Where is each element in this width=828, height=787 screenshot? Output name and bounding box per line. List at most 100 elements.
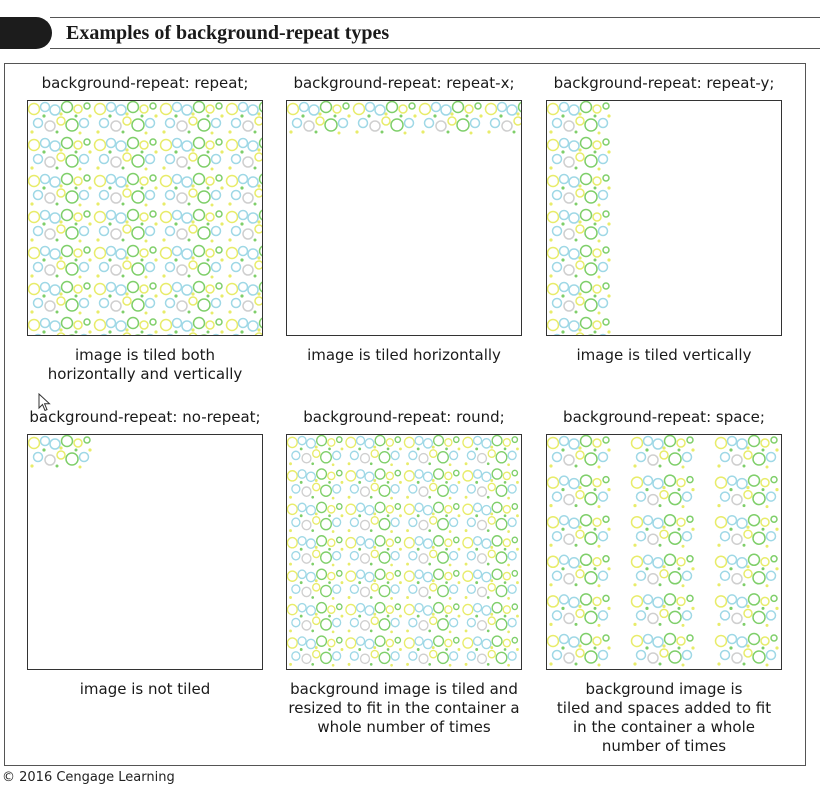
bubble (197, 118, 211, 132)
bubble (386, 514, 390, 518)
bubble (28, 246, 41, 260)
bubble (374, 468, 386, 480)
bubble (499, 114, 503, 118)
bubble (378, 651, 391, 665)
bubble (257, 256, 261, 260)
bubble (597, 117, 609, 129)
bubble (370, 449, 379, 458)
bubble (464, 495, 468, 499)
bubble (328, 480, 331, 484)
bubble (59, 220, 63, 224)
bubble (257, 184, 261, 188)
bubble (775, 646, 779, 650)
bubble (253, 238, 257, 242)
bubble (331, 597, 335, 600)
bubble (289, 529, 292, 533)
bubble (511, 603, 519, 611)
bubble-tile (630, 435, 695, 469)
bubble (445, 581, 448, 585)
bubble (403, 117, 415, 129)
bubble (726, 554, 738, 566)
bubble (206, 294, 210, 298)
bubble (668, 491, 682, 506)
bubble (663, 553, 677, 567)
bubble (305, 538, 317, 549)
bubble (475, 447, 479, 451)
bubble (568, 176, 580, 188)
bubble (42, 222, 46, 226)
bubble (516, 447, 519, 451)
bubble (74, 186, 78, 190)
bubble (131, 190, 145, 204)
bubble (770, 515, 778, 523)
bubble (154, 186, 158, 190)
bubble (139, 212, 149, 222)
bubble (357, 117, 369, 129)
bubble (681, 465, 685, 469)
bubble (406, 529, 409, 533)
bubble (418, 452, 429, 464)
bubble (652, 596, 664, 609)
bubble (452, 603, 460, 611)
bubble-tile (93, 101, 158, 135)
bubble (55, 166, 59, 170)
bubble (139, 140, 149, 150)
bubble (489, 117, 501, 129)
bubble (511, 636, 519, 644)
bubble (502, 638, 512, 648)
bubble (369, 562, 373, 566)
bubble (691, 646, 695, 650)
bubble (561, 222, 565, 226)
bubble (197, 190, 211, 204)
bubble (378, 517, 391, 531)
bubble (312, 449, 321, 458)
bubble (369, 596, 373, 599)
bubble (373, 579, 377, 583)
bubble (491, 535, 503, 547)
bubble (444, 638, 453, 648)
bubble (187, 274, 191, 278)
bubble (464, 462, 468, 466)
bubble (358, 447, 362, 451)
bubble (414, 535, 424, 546)
bubble (681, 623, 685, 627)
example-caption: image is not tiled (79, 680, 211, 698)
bubble (291, 117, 303, 129)
bubble (345, 570, 357, 582)
bubble (659, 529, 669, 539)
bubble (96, 202, 100, 206)
bubble (602, 515, 610, 523)
bubble (642, 475, 654, 486)
bubble (373, 545, 377, 549)
bubble (28, 210, 41, 224)
bubble (592, 517, 602, 527)
bubble (210, 117, 222, 129)
bubble (191, 184, 195, 188)
bubble (73, 320, 83, 330)
bubble (765, 544, 769, 548)
bubble (174, 258, 178, 262)
bubble (78, 239, 82, 243)
bubble (171, 209, 183, 221)
bubble (487, 649, 496, 659)
bubble (574, 464, 578, 468)
bubble (206, 222, 210, 226)
bubble (74, 330, 78, 334)
pattern-box (286, 434, 522, 670)
bubble (60, 244, 74, 258)
bubble (444, 538, 453, 548)
bubble (558, 435, 570, 447)
title-rule-top (50, 17, 820, 18)
bubble (457, 547, 461, 551)
bubble (549, 622, 553, 626)
pattern-canvas (547, 101, 611, 335)
bubble (507, 483, 517, 494)
bubble (386, 648, 390, 651)
bubble (464, 529, 468, 533)
bubble (593, 150, 597, 154)
bubble (561, 646, 565, 650)
bubble (228, 130, 232, 134)
bubble (418, 620, 429, 631)
bubble (414, 469, 424, 479)
bubble (430, 101, 442, 113)
